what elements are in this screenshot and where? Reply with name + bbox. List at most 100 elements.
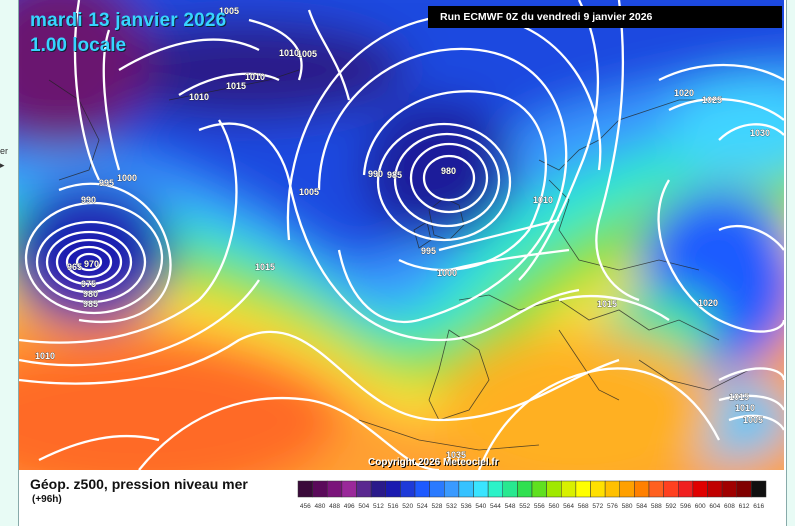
side-text: er: [0, 146, 9, 156]
pressure-label: 985: [387, 170, 402, 180]
scale-label: 524: [417, 503, 428, 510]
legend-title: Géop. z500, pression niveau mer: [30, 476, 248, 492]
scale-swatch: [663, 480, 679, 498]
scale-label: 584: [636, 503, 647, 510]
pressure-label: 990: [368, 169, 383, 179]
scale-swatch: [414, 480, 430, 498]
scale-label: 456: [300, 503, 311, 510]
pressure-label: 1025: [702, 95, 722, 105]
pressure-labels: 1005 1005 1010 1010 1015 1010 1000 995 9…: [35, 6, 771, 461]
scale-label: 572: [592, 503, 603, 510]
pressure-label: 1010: [533, 195, 553, 205]
scale-label: 568: [578, 503, 589, 510]
isobars: [19, 0, 784, 470]
pressure-label: 1005: [299, 187, 319, 197]
arrow-icon: ▸: [0, 160, 5, 170]
scale-label: 544: [490, 503, 501, 510]
scale-swatch: [619, 480, 635, 498]
scale-swatch: [444, 480, 460, 498]
pressure-label: 990: [81, 195, 96, 205]
pressure-label: 975: [81, 279, 96, 289]
scale-swatch: [502, 480, 518, 498]
scale-swatch: [751, 480, 767, 498]
scale-swatch: [341, 480, 357, 498]
scale-swatch: [736, 480, 752, 498]
color-scale: 456 480 488 496 504 512 516 520 524 528 532 536 540 5…: [297, 480, 767, 510]
pressure-label: 1010: [735, 403, 755, 413]
legend-subtitle: (+96h): [32, 494, 62, 505]
scale-label: 520: [402, 503, 413, 510]
scale-swatch: [370, 480, 386, 498]
pressure-label: 1015: [597, 299, 617, 309]
scale-swatch: [648, 480, 664, 498]
forecast-time: 1.00 locale: [30, 35, 127, 56]
scale-swatch: [473, 480, 489, 498]
pressure-label: 965: [67, 262, 82, 272]
scale-label: 532: [446, 503, 457, 510]
scale-label: 552: [519, 503, 530, 510]
scale-label: 488: [329, 503, 340, 510]
scale-swatch: [517, 480, 533, 498]
scale-swatch: [356, 480, 372, 498]
scale-swatch: [327, 480, 343, 498]
scale-label: 588: [651, 503, 662, 510]
scale-label: 600: [695, 503, 706, 510]
scale-swatch: [678, 480, 694, 498]
copyright: Copyright 2026 Meteociel.fr: [368, 457, 499, 468]
scale-swatch: [590, 480, 606, 498]
scale-swatch: [458, 480, 474, 498]
weather-map: 1005 1005 1010 1010 1015 1010 1000 995 9…: [19, 0, 784, 470]
scale-swatch: [297, 480, 313, 498]
scale-swatch: [400, 480, 416, 498]
scale-swatch: [575, 480, 591, 498]
forecast-date: mardi 13 janvier 2026: [30, 10, 227, 31]
pressure-label: 1015: [255, 262, 275, 272]
scale-label: 604: [709, 503, 720, 510]
scale-label: 480: [315, 503, 326, 510]
pressure-label: 1000: [437, 268, 457, 278]
scale-label: 612: [739, 503, 750, 510]
scale-label: 580: [622, 503, 633, 510]
pressure-label: 980: [83, 289, 98, 299]
scale-label: 512: [373, 503, 384, 510]
pressure-label: 995: [421, 246, 436, 256]
scale-swatch: [561, 480, 577, 498]
scale-swatch: [707, 480, 723, 498]
map-svg: 1005 1005 1010 1010 1015 1010 1000 995 9…: [19, 0, 784, 470]
pressure-label: 995: [99, 178, 114, 188]
scale-label: 616: [753, 503, 764, 510]
scale-swatch: [429, 480, 445, 498]
pressure-label: 980: [441, 166, 456, 176]
scale-swatch: [634, 480, 650, 498]
pressure-label: 1015: [226, 81, 246, 91]
scale-swatch: [721, 480, 737, 498]
scale-label: 560: [549, 503, 560, 510]
pressure-label: 1005: [743, 415, 763, 425]
scale-label: 504: [358, 503, 369, 510]
pressure-label: 985: [83, 299, 98, 309]
pressure-label: 1010: [245, 72, 265, 82]
scale-label: 496: [344, 503, 355, 510]
pressure-label: 1010: [189, 92, 209, 102]
scale-label: 592: [666, 503, 677, 510]
pressure-label: 1005: [297, 49, 317, 59]
scale-label: 528: [432, 503, 443, 510]
scale-swatch: [546, 480, 562, 498]
pressure-label: 1035: [446, 450, 466, 460]
scale-label: 564: [563, 503, 574, 510]
scale-swatch: [531, 480, 547, 498]
run-info: Run ECMWF 0Z du vendredi 9 janvier 2026: [428, 6, 782, 28]
pressure-label: 970: [84, 259, 99, 269]
scale-swatch: [604, 480, 620, 498]
scale-label: 608: [724, 503, 735, 510]
pressure-label: 1005: [219, 6, 239, 16]
scale-swatch: [312, 480, 328, 498]
pressure-label: 1015: [729, 392, 749, 402]
scale-label: 548: [505, 503, 516, 510]
scale-label: 536: [461, 503, 472, 510]
coastlines: [48, 69, 750, 451]
pressure-label: 1010: [279, 48, 299, 58]
scale-label: 596: [680, 503, 691, 510]
scale-label: 576: [607, 503, 618, 510]
pressure-label: 1020: [698, 298, 718, 308]
